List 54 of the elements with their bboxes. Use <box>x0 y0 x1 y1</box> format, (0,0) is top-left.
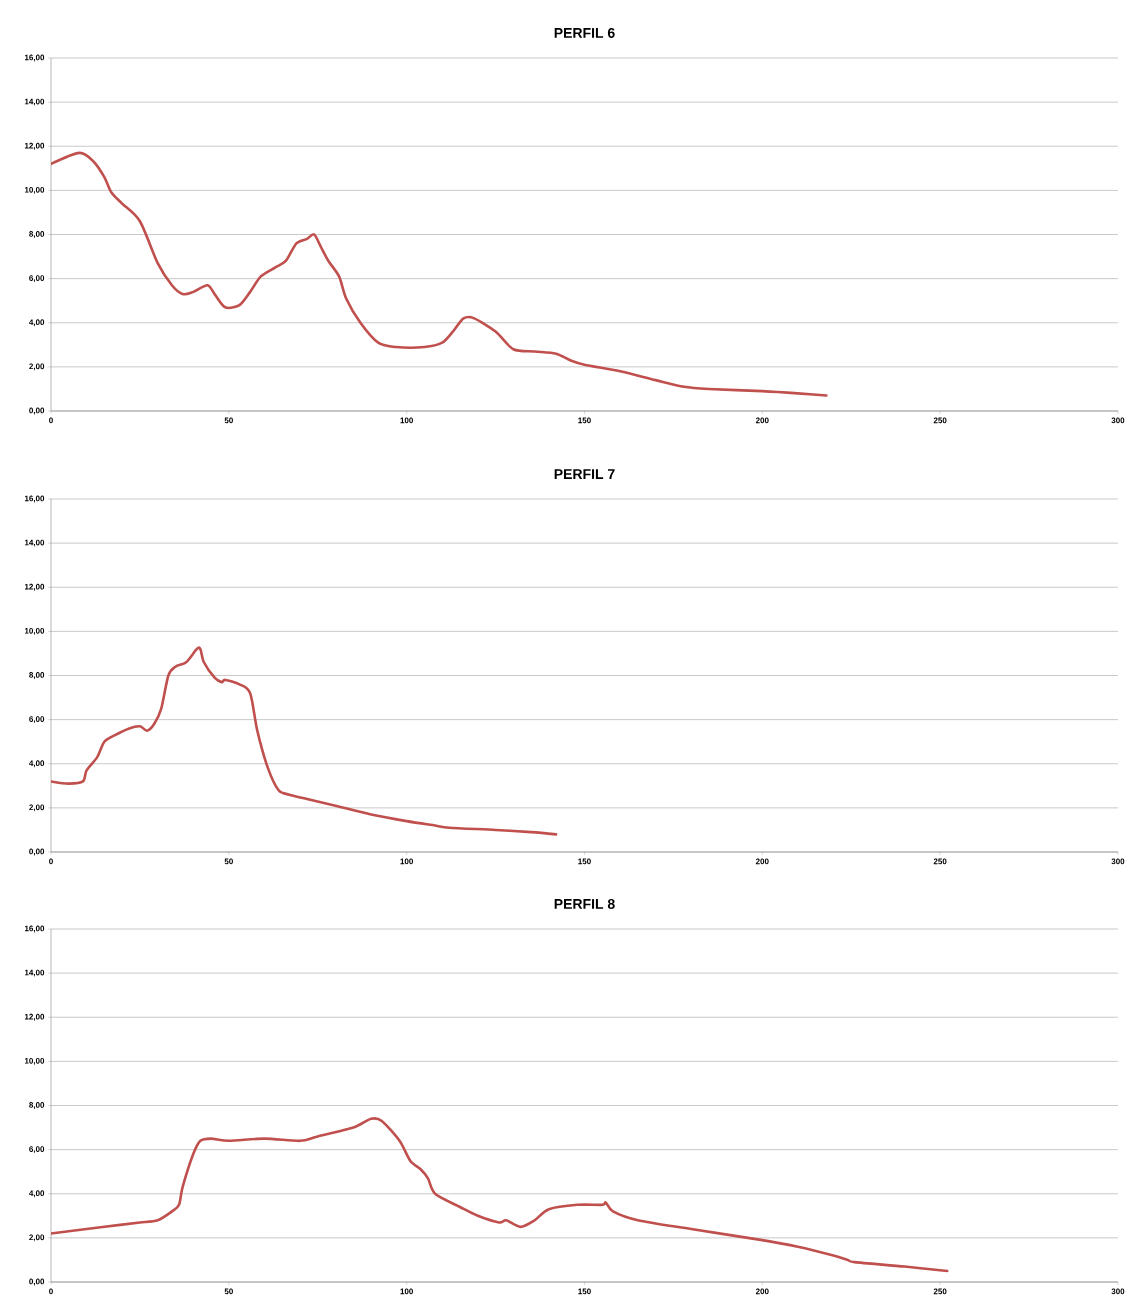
y-tick-label: 6,00 <box>29 275 45 283</box>
x-tick-label: 200 <box>755 1288 769 1295</box>
x-tick-label: 200 <box>755 858 769 865</box>
x-tick-label: 100 <box>400 417 414 424</box>
x-tick-label: 150 <box>578 1288 591 1295</box>
chart-title: PERFIL 7 <box>554 469 615 479</box>
x-tick-label: 300 <box>1111 1288 1125 1295</box>
y-tick-label: 8,00 <box>29 672 45 679</box>
y-tick-label: 10,00 <box>24 1057 45 1065</box>
y-tick-label: 6,00 <box>29 1146 45 1154</box>
x-tick-label: 250 <box>933 858 947 865</box>
line-series <box>51 1117 949 1273</box>
x-tick-label: 100 <box>400 1288 414 1295</box>
y-tick-label: 0,00 <box>29 1278 45 1286</box>
y-tick-label: 2,00 <box>29 804 45 812</box>
y-tick-label: 12,00 <box>24 142 45 150</box>
y-tick-label: 8,00 <box>29 231 45 238</box>
y-tick-label: 14,00 <box>24 539 45 547</box>
y-tick-label: 4,00 <box>29 319 45 327</box>
x-tick-label: 200 <box>755 417 769 424</box>
y-tick-label: 10,00 <box>24 627 45 635</box>
y-tick-label: 2,00 <box>29 363 45 371</box>
y-tick-label: 0,00 <box>29 407 45 415</box>
y-tick-label: 16,00 <box>24 495 45 503</box>
x-tick-label: 0 <box>49 858 53 865</box>
x-tick-label: 0 <box>49 417 53 424</box>
y-tick-label: 4,00 <box>29 1190 45 1198</box>
x-tick-label: 300 <box>1111 858 1125 865</box>
x-tick-label: 50 <box>224 1288 233 1295</box>
x-tick-label: 50 <box>224 858 233 865</box>
line-series <box>51 647 558 836</box>
line-series <box>51 151 828 397</box>
y-tick-label: 2,00 <box>29 1234 45 1242</box>
y-tick-label: 12,00 <box>24 1013 45 1021</box>
y-tick-label: 8,00 <box>29 1102 45 1109</box>
x-tick-label: 250 <box>933 1288 947 1295</box>
y-tick-label: 14,00 <box>24 98 45 106</box>
y-tick-label: 16,00 <box>24 54 45 62</box>
x-tick-label: 0 <box>49 1288 53 1295</box>
x-tick-label: 250 <box>933 417 947 424</box>
x-tick-label: 300 <box>1111 417 1125 424</box>
y-tick-label: 0,00 <box>29 848 45 856</box>
x-tick-label: 50 <box>224 417 233 424</box>
chart-title: PERFIL 8 <box>554 898 615 909</box>
y-tick-label: 14,00 <box>24 969 45 977</box>
y-tick-label: 12,00 <box>24 583 45 591</box>
y-tick-label: 4,00 <box>29 760 45 768</box>
x-tick-label: 150 <box>578 417 591 424</box>
x-tick-label: 100 <box>400 858 414 865</box>
y-tick-label: 6,00 <box>29 716 45 724</box>
x-tick-label: 150 <box>578 858 591 865</box>
chart-title: PERFIL 6 <box>554 27 615 38</box>
y-tick-label: 16,00 <box>24 925 45 933</box>
y-tick-label: 10,00 <box>24 186 45 194</box>
